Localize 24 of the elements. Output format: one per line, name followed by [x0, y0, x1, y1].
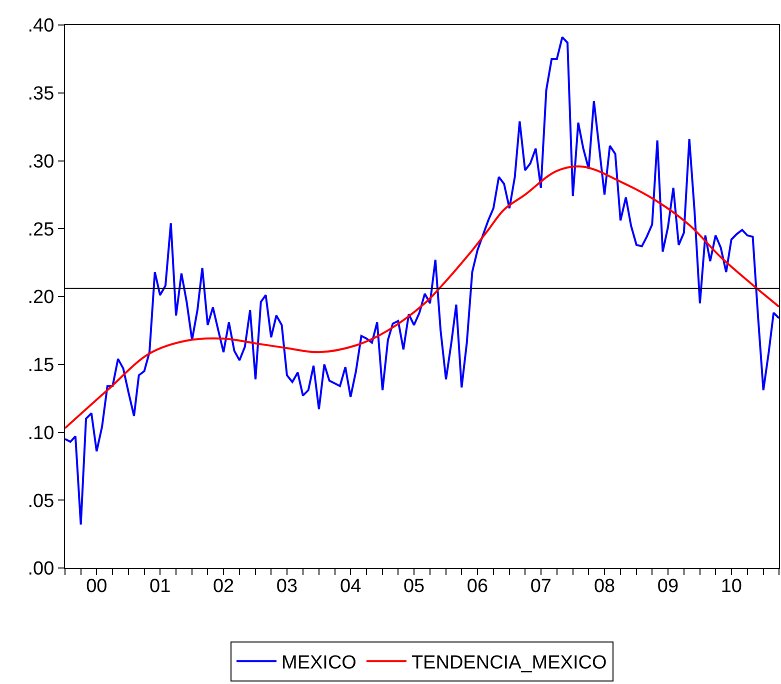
- y-tick-label: .10: [28, 422, 54, 444]
- x-tick-label: 07: [530, 576, 552, 597]
- x-tick-label: 06: [466, 576, 488, 597]
- line-series: [65, 36, 779, 526]
- y-tick-label: .20: [28, 287, 54, 308]
- x-tick-label: 02: [212, 576, 234, 597]
- y-tick-label: .30: [28, 151, 54, 172]
- x-tick-label: 09: [657, 576, 679, 597]
- x-tick-label: 04: [340, 576, 362, 597]
- y-tick-label: .00: [28, 558, 54, 580]
- x-tick-label: 08: [594, 576, 616, 597]
- y-tick-label: .35: [28, 84, 54, 105]
- legend-label: TENDENCIA_MEXICO: [411, 652, 607, 674]
- y-tick-label: .05: [28, 490, 54, 512]
- y-tick-label: .25: [28, 219, 54, 240]
- x-tick-label: 01: [150, 576, 171, 597]
- legend-label: MEXICO: [282, 652, 356, 674]
- x-tick-label: 00: [86, 576, 108, 597]
- y-tick-label: .15: [28, 355, 54, 376]
- x-tick-label: 10: [720, 576, 742, 597]
- line-series: [65, 166, 779, 430]
- x-tick-label: 03: [276, 576, 298, 597]
- y-tick-label: .40: [28, 16, 54, 37]
- x-tick-label: 05: [403, 576, 425, 597]
